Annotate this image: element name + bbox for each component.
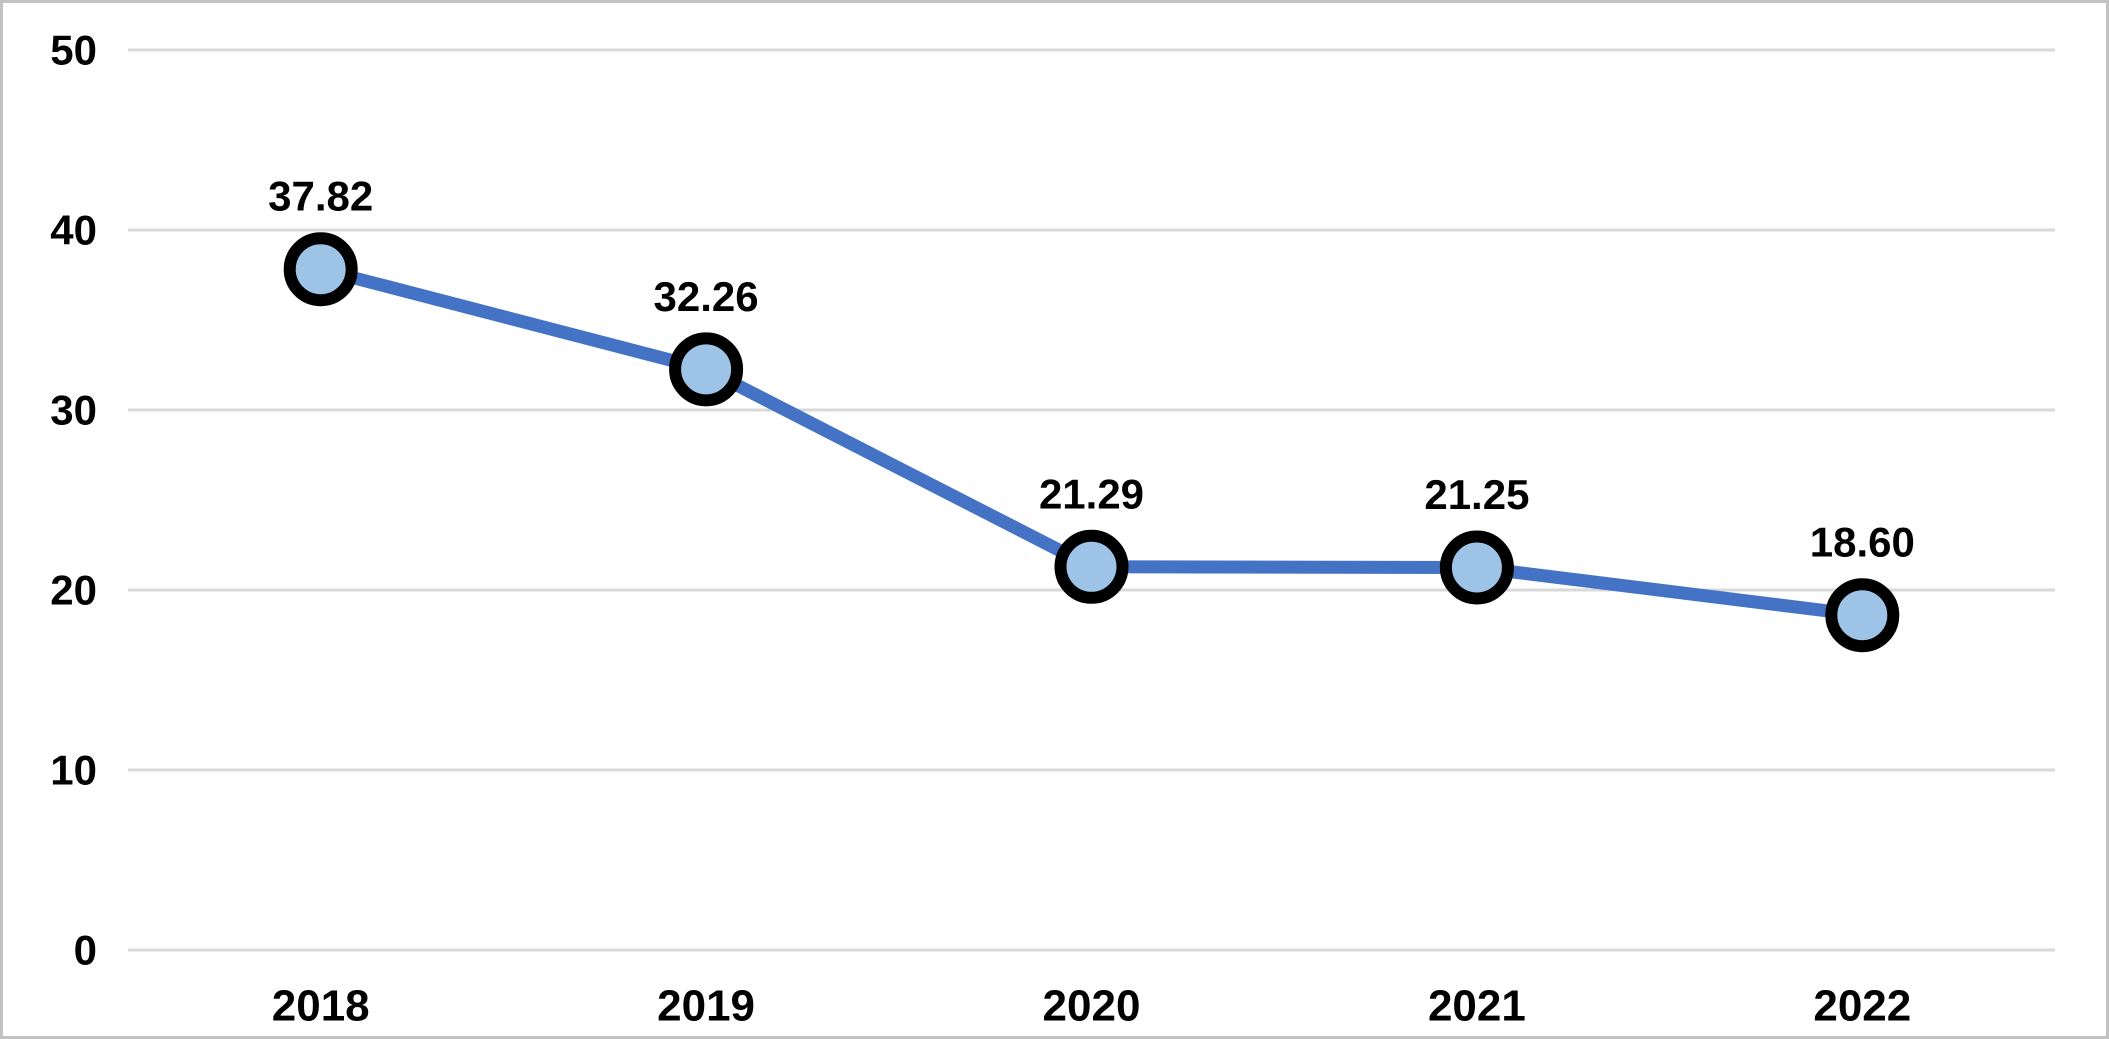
y-axis-tick-label: 50	[50, 27, 97, 74]
y-axis-tick-label: 10	[50, 747, 97, 794]
data-point-label: 32.26	[654, 273, 759, 320]
data-point-label: 21.29	[1039, 470, 1144, 517]
y-axis-tick-label: 20	[50, 567, 97, 614]
data-point-label: 18.60	[1810, 519, 1915, 566]
y-axis-tick-label: 0	[74, 927, 97, 974]
data-point-label: 21.25	[1424, 471, 1529, 518]
data-point-label: 37.82	[268, 173, 373, 220]
data-point-marker	[1054, 529, 1129, 604]
line-chart: 0 10 20 30 40 50 2018 2019 2020 2021 2022 37.82 32.2…	[50, 27, 2055, 1031]
data-point-marker	[1825, 578, 1900, 653]
x-axis-tick-label: 2021	[1428, 982, 1526, 1031]
x-axis-tick-label: 2022	[1813, 982, 1911, 1031]
y-axis-tick-label: 30	[50, 387, 97, 434]
x-axis-tick-label: 2019	[657, 982, 755, 1031]
data-point-marker	[669, 332, 744, 407]
data-point-marker	[283, 232, 358, 307]
x-axis-tick-label: 2018	[272, 982, 370, 1031]
data-point-marker	[1439, 530, 1514, 605]
x-axis-tick-label: 2020	[1043, 982, 1141, 1031]
y-axis-tick-label: 40	[50, 207, 97, 254]
